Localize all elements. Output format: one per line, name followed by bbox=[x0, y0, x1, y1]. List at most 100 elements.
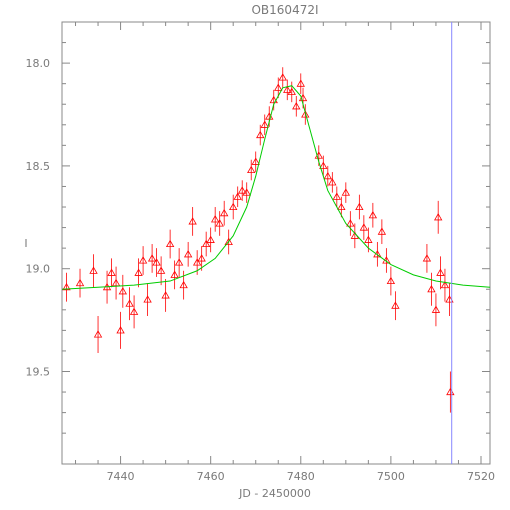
triangle-marker bbox=[206, 235, 215, 243]
y-axis-label: I bbox=[24, 237, 27, 250]
data-point bbox=[346, 211, 355, 236]
axis-ticks bbox=[62, 22, 490, 464]
data-point bbox=[134, 258, 143, 288]
triangle-marker bbox=[247, 165, 256, 174]
triangle-marker bbox=[364, 235, 373, 243]
triangle-marker bbox=[107, 268, 116, 276]
data-point bbox=[337, 196, 346, 218]
triangle-marker bbox=[355, 202, 364, 211]
y-tick-label: 19.5 bbox=[26, 365, 51, 378]
data-point bbox=[328, 172, 337, 193]
data-point bbox=[242, 182, 251, 203]
observation-points bbox=[62, 67, 455, 413]
data-point bbox=[377, 219, 387, 245]
triangle-marker bbox=[434, 212, 443, 221]
y-tick-labels: 18.0 18.5 19.0 19.5 bbox=[26, 57, 51, 378]
data-point bbox=[445, 283, 454, 316]
triangle-marker bbox=[152, 258, 161, 266]
data-point bbox=[251, 151, 260, 173]
data-point bbox=[229, 194, 238, 220]
data-point bbox=[431, 293, 441, 327]
triangle-marker bbox=[319, 161, 328, 169]
data-point bbox=[118, 274, 128, 308]
triangle-marker bbox=[125, 299, 134, 307]
triangle-marker bbox=[118, 287, 128, 295]
data-point bbox=[206, 227, 215, 253]
data-point bbox=[143, 283, 152, 316]
triangle-marker bbox=[224, 237, 233, 245]
data-point bbox=[138, 246, 148, 275]
x-tick-label: 7440 bbox=[107, 470, 135, 483]
triangle-marker bbox=[210, 215, 220, 223]
x-tick-label: 7480 bbox=[287, 470, 315, 483]
triangle-marker bbox=[260, 120, 269, 128]
data-point bbox=[174, 248, 184, 277]
triangle-marker bbox=[197, 254, 206, 262]
data-point bbox=[287, 81, 296, 103]
data-point bbox=[156, 256, 166, 286]
data-point bbox=[355, 194, 364, 220]
x-tick-label: 7500 bbox=[377, 470, 405, 483]
data-point bbox=[152, 248, 161, 277]
triangle-marker bbox=[134, 268, 143, 276]
data-point bbox=[391, 291, 400, 321]
data-point bbox=[215, 211, 224, 236]
data-point bbox=[269, 89, 278, 111]
triangle-marker bbox=[89, 266, 98, 274]
data-point bbox=[422, 244, 432, 273]
data-point bbox=[323, 165, 332, 187]
triangle-marker bbox=[337, 202, 346, 211]
triangle-marker bbox=[188, 217, 197, 225]
data-point bbox=[301, 104, 310, 125]
triangle-marker bbox=[129, 307, 139, 315]
triangle-marker bbox=[174, 258, 184, 266]
triangle-marker bbox=[422, 254, 432, 262]
triangle-marker bbox=[323, 171, 332, 180]
triangle-marker bbox=[445, 295, 454, 303]
x-tick-label: 7520 bbox=[467, 470, 495, 483]
data-point bbox=[62, 272, 71, 302]
data-point bbox=[247, 159, 256, 181]
data-point bbox=[170, 260, 179, 290]
triangle-marker bbox=[93, 330, 103, 338]
triangle-marker bbox=[346, 219, 355, 227]
data-point bbox=[283, 79, 292, 101]
triangle-marker bbox=[116, 326, 125, 334]
data-point bbox=[274, 77, 283, 99]
data-point bbox=[359, 215, 369, 240]
data-point bbox=[93, 315, 103, 353]
triangle-marker bbox=[269, 95, 278, 104]
data-point bbox=[260, 114, 269, 136]
triangle-marker bbox=[328, 178, 337, 186]
data-point bbox=[165, 229, 175, 259]
data-point bbox=[292, 96, 301, 117]
plot-frame bbox=[61, 21, 491, 465]
triangle-marker bbox=[179, 280, 188, 289]
triangle-marker bbox=[138, 256, 148, 264]
data-point bbox=[278, 67, 287, 88]
triangle-marker bbox=[431, 305, 441, 313]
triangle-marker bbox=[377, 227, 387, 235]
data-point bbox=[436, 256, 445, 290]
data-point bbox=[75, 268, 85, 298]
data-point bbox=[220, 200, 229, 226]
data-point bbox=[233, 186, 242, 208]
data-point bbox=[210, 207, 220, 232]
triangle-marker bbox=[440, 280, 450, 289]
data-point bbox=[440, 268, 450, 302]
triangle-marker bbox=[256, 130, 265, 139]
triangle-marker bbox=[75, 278, 85, 287]
triangle-marker bbox=[238, 186, 247, 194]
triangle-marker bbox=[287, 87, 296, 95]
triangle-marker bbox=[215, 219, 224, 227]
triangle-marker bbox=[143, 295, 152, 303]
triangle-marker bbox=[274, 83, 283, 91]
triangle-marker bbox=[427, 284, 436, 293]
data-point bbox=[238, 180, 247, 201]
data-point bbox=[427, 272, 436, 306]
y-tick-label: 18.5 bbox=[26, 160, 51, 173]
x-axis-label: JD - 2450000 bbox=[238, 487, 311, 500]
chart-title: OB160472I bbox=[251, 3, 318, 17]
